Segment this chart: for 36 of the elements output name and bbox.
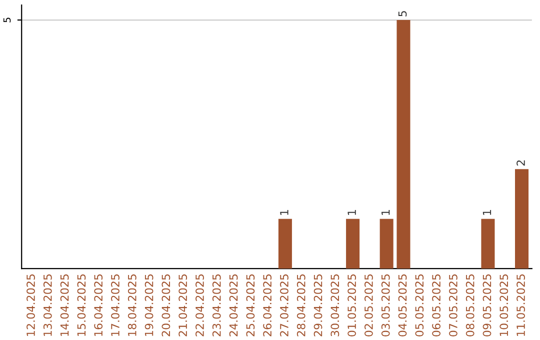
x-tick-label: 08.05.2025 [466, 274, 474, 336]
x-tick-label: 23.04.2025 [212, 274, 221, 336]
x-tick-label: 02.05.2025 [364, 274, 373, 336]
x-tick-label: 26.04.2025 [263, 274, 272, 336]
x-tick-label: 13.04.2025 [43, 274, 52, 336]
x-tick-label: 29.04.2025 [314, 274, 322, 336]
data-label: 1 [482, 210, 492, 215]
x-tick-label: 18.04.2025 [128, 274, 136, 336]
x-tick-label: 22.04.2025 [196, 274, 204, 336]
data-label: 1 [382, 210, 390, 215]
x-tick-label: 17.04.2025 [111, 274, 120, 336]
x-tick-label: 16.04.2025 [94, 274, 103, 336]
x-tick-label: 03.05.2025 [381, 274, 390, 336]
x-tick-label: 20.04.2025 [162, 274, 170, 336]
x-tick-label: 19.04.2025 [144, 274, 154, 336]
x-tick-label: 30.04.2025 [330, 274, 340, 336]
data-label: 2 [516, 160, 525, 166]
x-tick-label: 15.04.2025 [77, 274, 86, 336]
x-tick-label: 14.04.2025 [60, 274, 69, 336]
x-tick-label: 05.05.2025 [415, 274, 424, 336]
data-label: 1 [348, 210, 356, 215]
x-tick-label: 25.04.2025 [246, 274, 255, 336]
x-tick-label: 12.04.2025 [26, 274, 35, 336]
x-tick-label: 07.05.2025 [448, 274, 458, 336]
data-label: 5 [398, 11, 407, 16]
x-tick-label: 09.05.2025 [482, 274, 492, 336]
x-tick-label: 04.05.2025 [398, 274, 407, 336]
data-label: 1 [280, 210, 288, 215]
x-tick-label: 06.05.2025 [432, 274, 440, 336]
x-tick-label: 21.04.2025 [178, 274, 188, 336]
x-tick-label: 28.04.2025 [296, 274, 306, 336]
x-tick-label: 01.05.2025 [348, 274, 356, 336]
x-tick-label: 11.05.2025 [516, 274, 525, 336]
x-tick-label: 27.04.2025 [280, 274, 288, 336]
x-tick-label: 10.05.2025 [500, 274, 508, 336]
x-tick-label: 24.04.2025 [229, 274, 238, 336]
